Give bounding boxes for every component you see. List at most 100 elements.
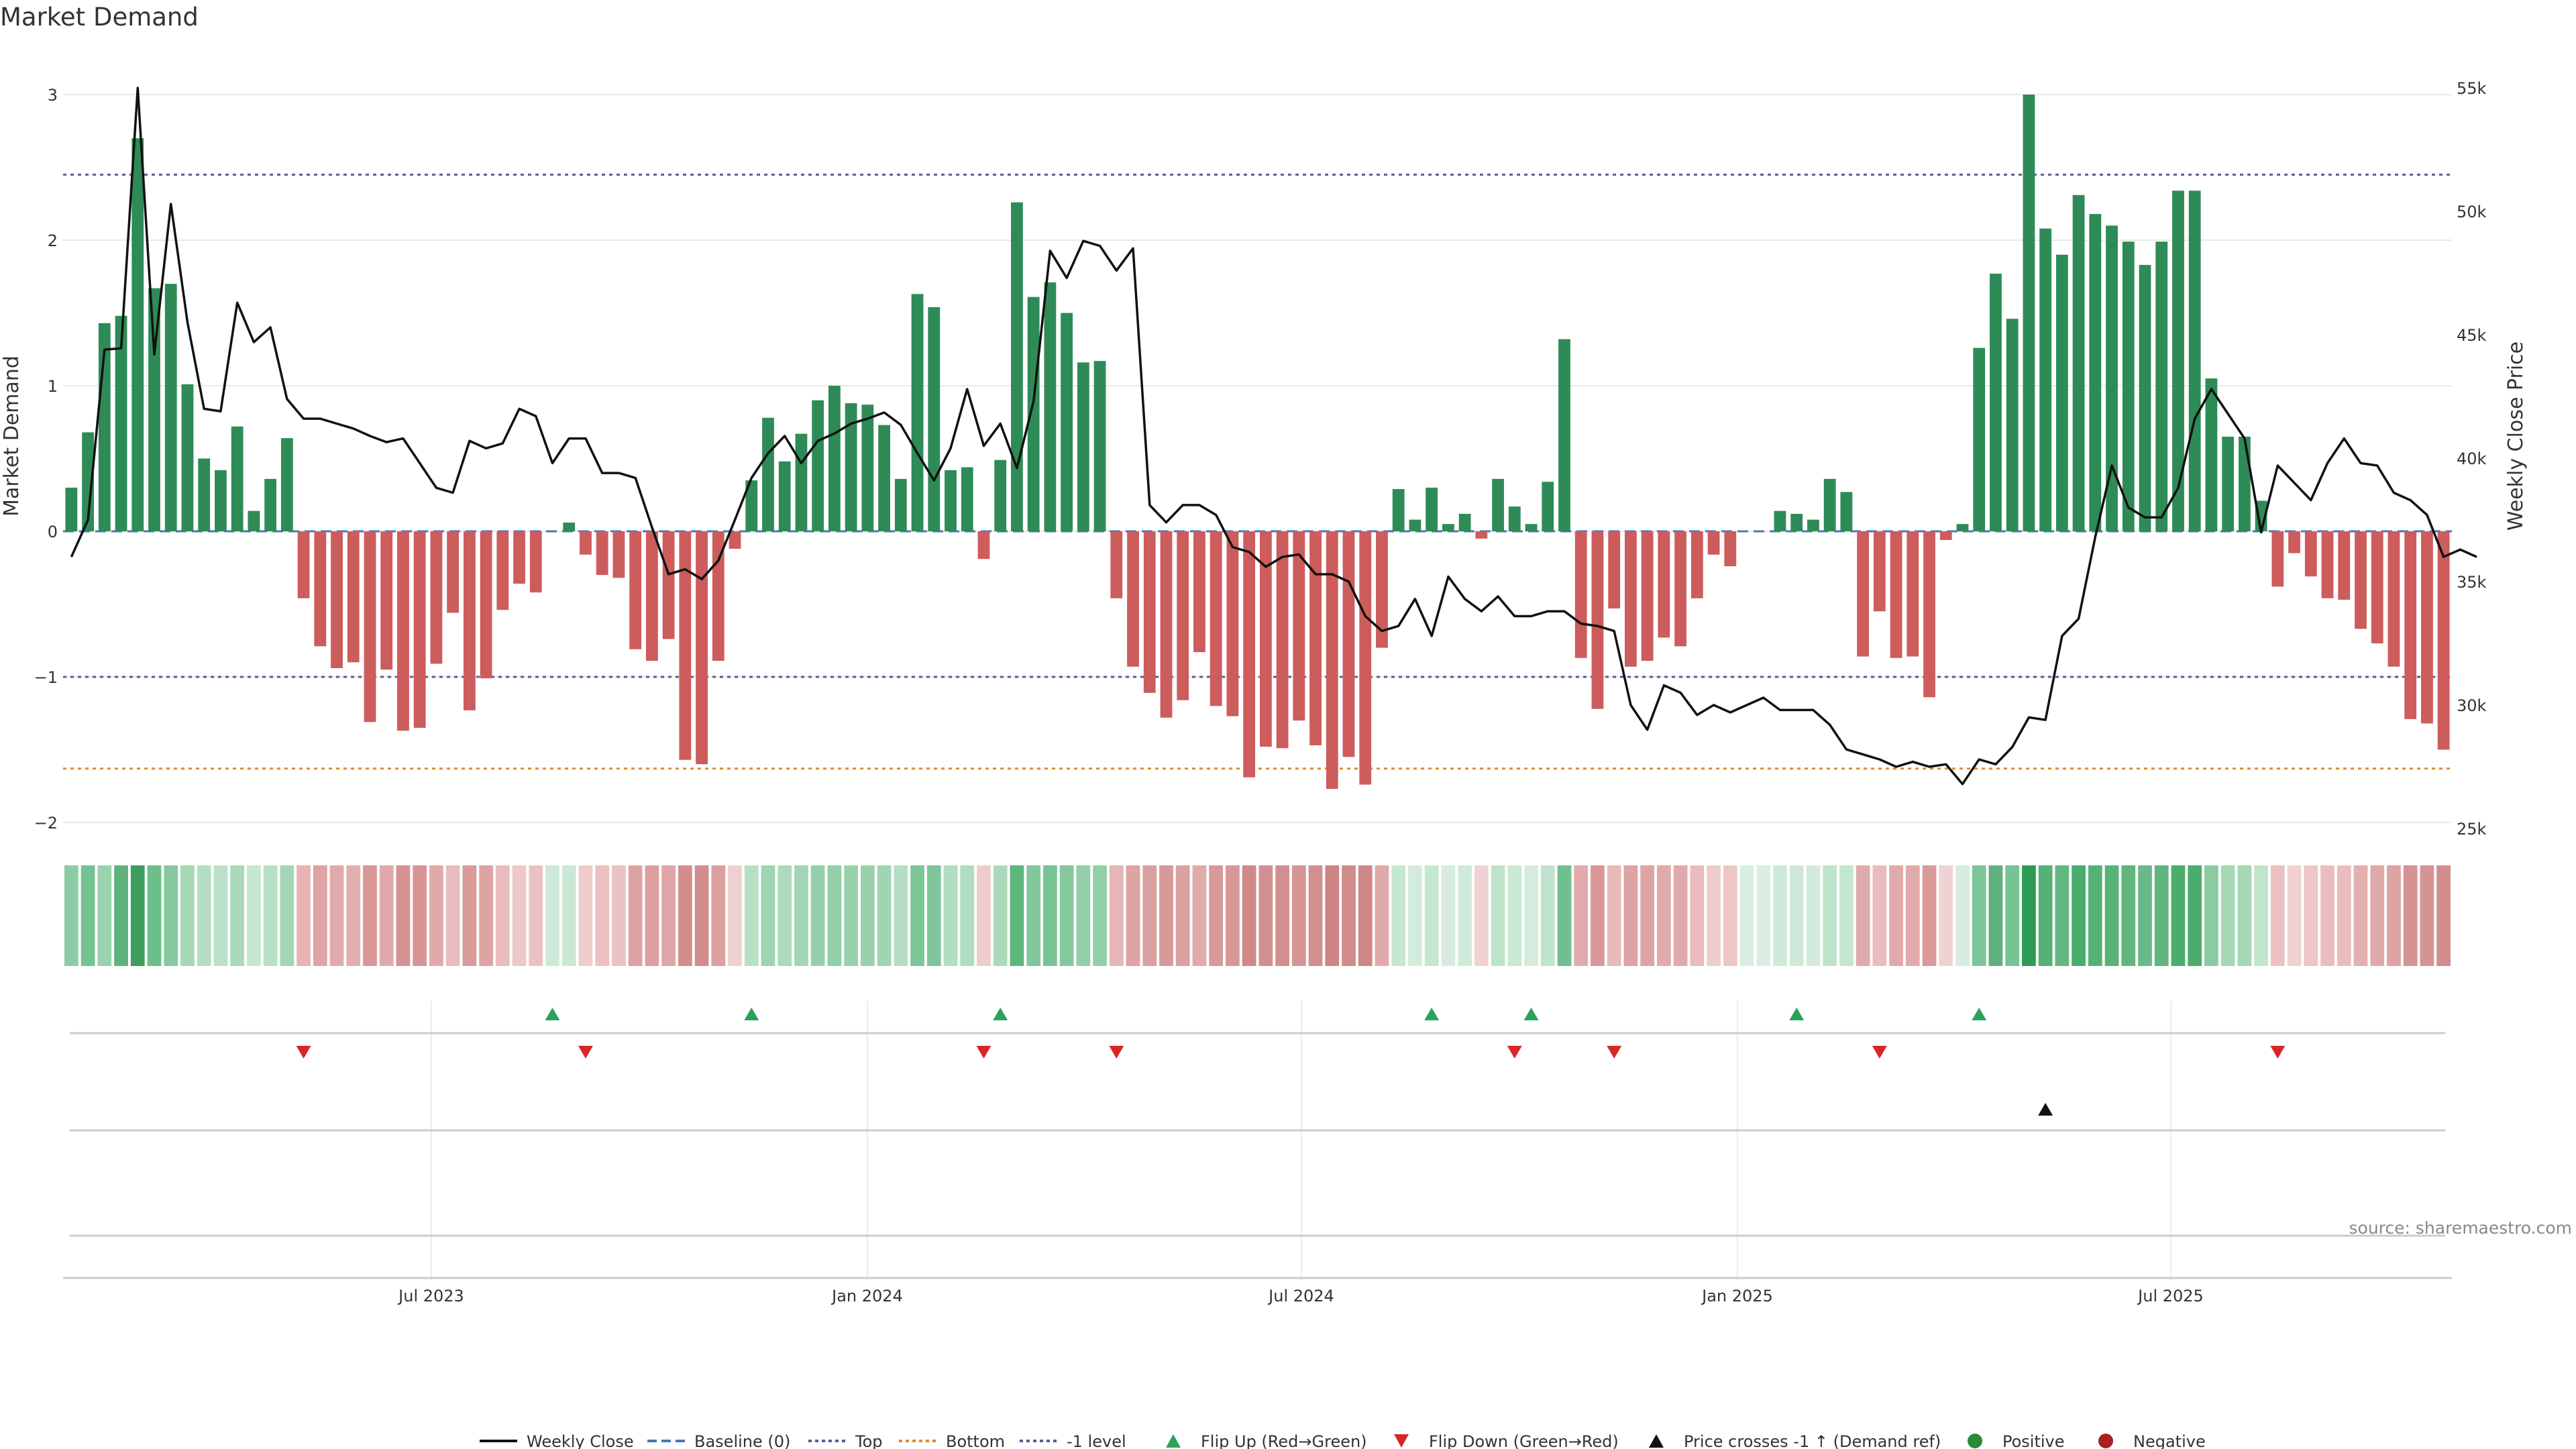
y2-tick-label: 45k (2457, 326, 2487, 345)
demand-bar (2006, 319, 2019, 531)
demand-bar (2222, 436, 2235, 531)
strip-cell (1209, 865, 1224, 966)
demand-bar (812, 400, 824, 531)
demand-bar (994, 460, 1007, 531)
demand-bar (1193, 531, 1205, 653)
strip-cell (329, 865, 344, 966)
strip-cell (1789, 865, 1804, 966)
flip-down-marker (578, 1046, 593, 1059)
y-tick-label: 1 (48, 377, 58, 396)
demand-bar (2437, 531, 2450, 750)
demand-bar (696, 531, 708, 765)
demand-bar (1061, 313, 1073, 531)
demand-bar (928, 307, 941, 531)
strip-cell (2270, 865, 2285, 966)
demand-bar (629, 531, 642, 649)
strip-cell (1258, 865, 1273, 966)
strip-cell (678, 865, 692, 966)
flip-down-marker (296, 1046, 311, 1059)
strip-cell (130, 865, 145, 966)
strip-cell (462, 865, 477, 966)
strip-cell (2353, 865, 2368, 966)
demand-bar (563, 522, 576, 531)
demand-bar (1127, 531, 1139, 667)
strip-cell (2387, 865, 2401, 966)
demand-bar (2039, 228, 2052, 531)
strip-cell (64, 865, 78, 966)
demand-bar (1160, 531, 1173, 718)
demand-bar (331, 531, 343, 668)
demand-bar (496, 531, 509, 610)
legend-label: Weekly Close (527, 1432, 634, 1449)
demand-bar (894, 478, 907, 531)
strip-cell (479, 865, 493, 966)
demand-bar (1392, 489, 1405, 531)
demand-bar (2072, 195, 2085, 531)
demand-bar (1625, 531, 1637, 667)
strip-cell (1905, 865, 1920, 966)
demand-bar (1724, 531, 1737, 567)
legend-swatch (1968, 1434, 1982, 1448)
legend-label: Bottom (946, 1432, 1005, 1449)
demand-bar (1923, 531, 1935, 698)
demand-bar (480, 531, 492, 679)
demand-bar (1093, 361, 1106, 531)
demand-bar (1492, 478, 1504, 531)
demand-bar (745, 480, 758, 531)
strip-cell (197, 865, 211, 966)
strip-cell (1972, 865, 1986, 966)
demand-bar (828, 386, 841, 531)
strip-cell (794, 865, 808, 966)
strip-cell (1126, 865, 1140, 966)
y-tick-label: 3 (48, 86, 58, 105)
flip-up-marker (545, 1008, 560, 1020)
strip-cell (2370, 865, 2385, 966)
demand-bar (2122, 241, 2135, 531)
y-tick-label: −2 (34, 814, 58, 833)
strip-cell (1773, 865, 1787, 966)
y2-tick-label: 55k (2457, 79, 2487, 98)
strip-cell (2220, 865, 2235, 966)
demand-bar (1973, 347, 1986, 531)
strip-cell (2038, 865, 2053, 966)
demand-bar (2271, 531, 2284, 587)
strip-cell (1839, 865, 1854, 966)
legend-label: Positive (2002, 1432, 2065, 1449)
strip-cell (1226, 865, 1240, 966)
demand-bar (1823, 478, 1836, 531)
demand-bar (2404, 531, 2417, 719)
strip-cell (1458, 865, 1472, 966)
demand-bar (164, 284, 177, 531)
demand-bar (1790, 513, 1803, 531)
strip-cell (2171, 865, 2186, 966)
demand-bar (463, 531, 476, 710)
strip-cell (926, 865, 941, 966)
demand-bar (977, 531, 990, 559)
strip-cell (1739, 865, 1754, 966)
strip-cell (2254, 865, 2268, 966)
strip-cell (247, 865, 261, 966)
strip-cell (1723, 865, 1737, 966)
strip-cell (1507, 865, 1522, 966)
strip-cell (2204, 865, 2218, 966)
strip-cell (1823, 865, 1837, 966)
strip-cell (280, 865, 294, 966)
strip-cell (147, 865, 162, 966)
y-tick-label: 0 (48, 523, 58, 541)
strip-cell (1026, 865, 1041, 966)
demand-bar (380, 531, 393, 670)
strip-cell (263, 865, 278, 966)
demand-bar (1177, 531, 1189, 700)
demand-bar (1939, 531, 1952, 541)
demand-bar (1293, 531, 1305, 721)
demand-bar (662, 531, 675, 639)
strip-cell (1607, 865, 1621, 966)
demand-bar (1641, 531, 1654, 661)
strip-cell (761, 865, 775, 966)
strip-cell (645, 865, 659, 966)
demand-bar (1243, 531, 1256, 777)
demand-bar (1608, 531, 1621, 609)
legend-label: Top (855, 1432, 883, 1449)
x-axis: Jul 2023 Jan 2024 Jul 2024 Jan 2025 Jul 2025 (63, 1277, 2452, 1305)
